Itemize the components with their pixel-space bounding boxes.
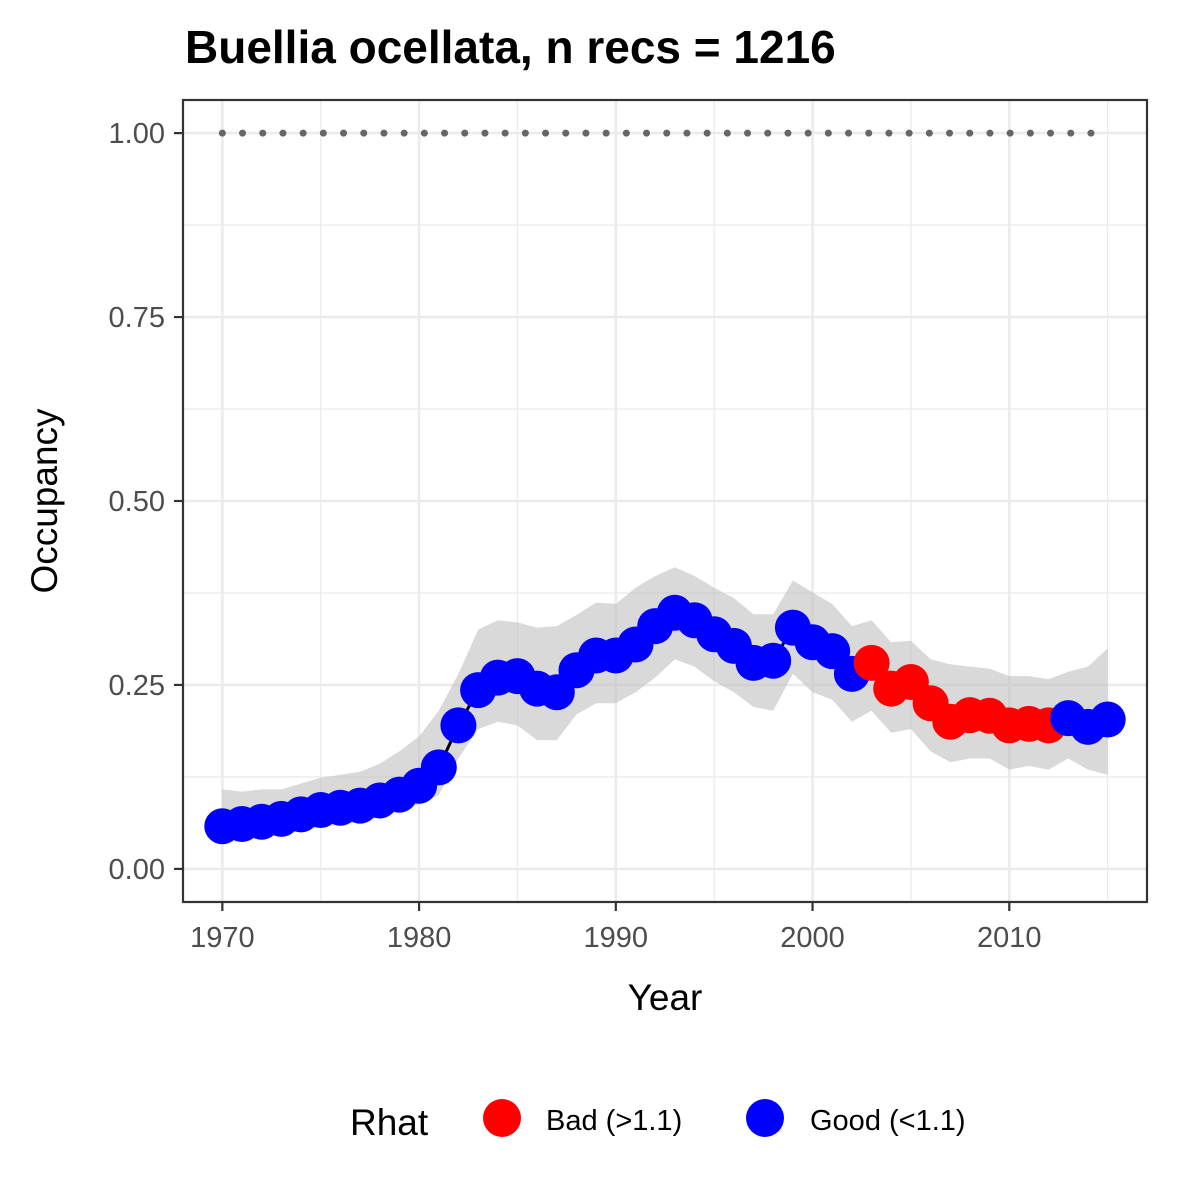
legend-bad-swatch	[483, 1099, 521, 1137]
y-axis: 0.00 0.25 0.50 0.75 1.00	[109, 118, 183, 886]
y-tick-label: 1.00	[109, 118, 165, 150]
data-point	[440, 707, 477, 744]
legend-title: Rhat	[350, 1102, 429, 1143]
x-axis-title: Year	[628, 977, 703, 1018]
y-tick-label: 0.00	[109, 854, 165, 886]
x-tick-label: 2010	[977, 922, 1042, 954]
data-point	[755, 642, 792, 679]
x-tick-label: 1990	[584, 922, 649, 954]
data-point	[853, 644, 890, 681]
data-point	[1089, 701, 1126, 738]
legend: Rhat Bad (>1.1) Good (<1.1)	[350, 1099, 966, 1143]
legend-good-swatch	[746, 1099, 784, 1137]
x-tick-label: 2000	[780, 922, 845, 954]
data-points-layer	[204, 594, 1126, 845]
y-tick-label: 0.25	[109, 670, 165, 702]
y-axis-title: Occupancy	[24, 408, 65, 594]
chart-title: Buellia ocellata, n recs = 1216	[185, 21, 836, 73]
legend-good-label: Good (<1.1)	[810, 1105, 966, 1137]
x-tick-label: 1980	[387, 922, 452, 954]
y-tick-label: 0.50	[109, 486, 165, 518]
data-point	[420, 749, 457, 786]
legend-bad-label: Bad (>1.1)	[546, 1105, 682, 1137]
y-tick-label: 0.75	[109, 302, 165, 334]
x-tick-label: 1970	[190, 922, 255, 954]
x-axis: 1970 1980 1990 2000 2010	[190, 902, 1042, 954]
